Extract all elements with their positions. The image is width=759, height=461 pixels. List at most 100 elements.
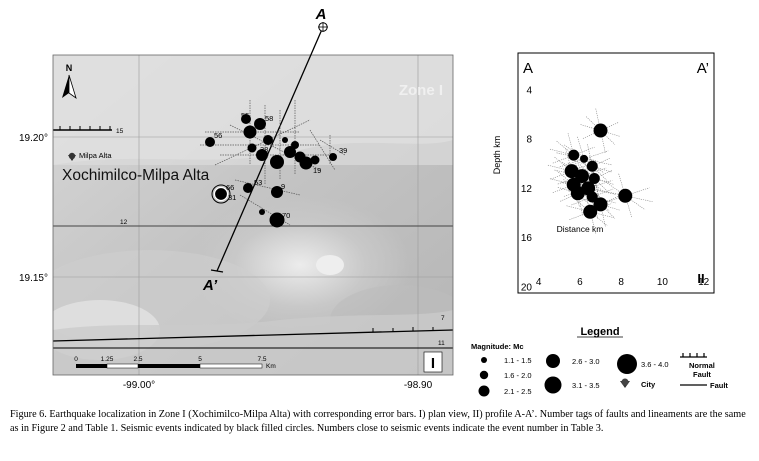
error-bar	[557, 167, 607, 185]
profile-event-point	[593, 123, 608, 138]
profile-ytick: 20	[521, 282, 533, 293]
event-53	[243, 183, 253, 193]
legend-mag-swatch	[544, 376, 562, 394]
map-panel: N Zone I Milpa Alta Xochimilco-Milpa Alt…	[19, 6, 454, 391]
event-marker	[310, 155, 320, 165]
zone-label: Zone I	[399, 82, 443, 99]
panel-number-i: I	[431, 355, 435, 372]
legend-title: Legend	[580, 326, 619, 338]
section-label-a-prime: A’	[202, 277, 218, 294]
legend: Legend Magnitude: Mc 1.1 - 1.5 1.6 - 2.0…	[471, 326, 728, 397]
legend-mag-swatch	[546, 354, 560, 368]
event-label: 31	[228, 193, 236, 202]
lat-tick: 19.15°	[19, 273, 48, 284]
event-marker	[243, 125, 257, 139]
profile-event-point	[593, 197, 608, 212]
error-bar	[559, 150, 609, 168]
event-55	[241, 114, 251, 124]
scale-unit: Km	[266, 363, 276, 370]
legend-city: City	[641, 380, 656, 389]
scale-tick: 5	[198, 356, 202, 363]
event-70	[269, 212, 285, 228]
section-label-a: A	[315, 6, 327, 23]
profile-event-point	[588, 173, 600, 185]
scale-tick: 7.5	[257, 356, 266, 363]
profile-label-a: A	[523, 60, 533, 77]
event-39	[329, 153, 337, 161]
fault-tag-15: 15	[116, 128, 124, 135]
event-marker	[247, 143, 257, 153]
fault-tag-7: 7	[441, 315, 445, 322]
legend-fault: Fault	[710, 381, 728, 390]
error-bar	[597, 189, 653, 203]
event-marker	[282, 137, 288, 143]
legend-mag-label: 3.6 - 4.0	[641, 360, 669, 369]
figure: N Zone I Milpa Alta Xochimilco-Milpa Alt…	[19, 6, 728, 397]
event-58	[254, 118, 266, 130]
event-9	[271, 186, 283, 198]
event-label: 53	[254, 178, 262, 187]
city-icon	[68, 152, 76, 161]
profile-event-point	[586, 191, 598, 203]
scale-tick: 2.5	[133, 356, 142, 363]
panel-number-ii: II	[697, 271, 704, 286]
profile-xtick: 8	[618, 277, 624, 288]
profile-ytick: 12	[521, 184, 533, 195]
event-marker	[291, 141, 299, 149]
profile-event-point	[580, 154, 589, 163]
north-arrow-icon	[62, 74, 77, 100]
event-label: 38	[260, 145, 268, 154]
profile-xtick: 12	[698, 277, 710, 288]
legend-normal-fault: Normal	[689, 361, 715, 370]
scale-tick: 0	[74, 356, 78, 363]
profile-events	[564, 123, 633, 219]
lat-tick: 19.20°	[19, 133, 48, 144]
event-label: 19	[313, 166, 321, 175]
normal-fault-7	[53, 329, 453, 342]
north-label: N	[66, 63, 73, 73]
profile-ytick: 8	[526, 135, 532, 146]
event-label: 9	[281, 182, 285, 191]
legend-mag-label: 3.1 - 3.5	[572, 381, 600, 390]
event-label: 66	[226, 183, 234, 192]
event-marker	[256, 149, 268, 161]
profile-ylabel: Depth km	[492, 136, 502, 175]
error-bar	[563, 180, 613, 197]
profile-event-point	[618, 188, 633, 203]
fault-tag-12: 12	[120, 219, 128, 226]
legend-magnitude-title: Magnitude: Mc	[471, 342, 524, 351]
error-bar	[556, 152, 612, 166]
event-label: 58	[265, 114, 273, 123]
event-label: 55	[241, 111, 249, 120]
profile-event-point	[586, 160, 598, 172]
error-bar	[600, 187, 650, 205]
normal-fault-icon	[680, 353, 707, 358]
section-line	[216, 26, 324, 272]
profile-event-point	[570, 186, 585, 201]
profile-label-a-prime: A’	[697, 60, 709, 77]
figure-caption: Figure 6. Earthquake localization in Zon…	[10, 409, 746, 434]
lon-tick: -98.90	[404, 380, 433, 391]
profile-event-point	[583, 204, 598, 219]
city-label: Milpa Alta	[79, 151, 112, 160]
legend-mag-label: 2.1 - 2.5	[504, 387, 532, 396]
place-label: Xochimilco-Milpa Alta	[62, 167, 210, 184]
legend-city-icon	[620, 378, 630, 388]
event-marker	[284, 146, 296, 158]
event-66	[213, 186, 229, 202]
profile-xtick: 6	[577, 277, 583, 288]
map-events	[205, 114, 337, 228]
legend-mag-label: 1.1 - 1.5	[504, 356, 532, 365]
fault-tag-11: 11	[438, 340, 445, 347]
event-label: 39	[339, 146, 347, 155]
profile-xtick: 10	[657, 277, 669, 288]
legend-mag-swatch	[481, 357, 487, 363]
profile-xlabel: Distance km	[557, 224, 604, 234]
event-marker	[299, 156, 313, 170]
legend-mag-label: 1.6 - 2.0	[504, 371, 532, 380]
event-marker	[259, 209, 265, 215]
legend-mag-swatch	[478, 385, 490, 397]
lon-tick: -99.00°	[123, 380, 155, 391]
profile-ytick: 4	[526, 85, 532, 96]
profile-panel: A A’ Depth km Distance km II 4 8 12 16 20 4 6…	[492, 52, 715, 294]
